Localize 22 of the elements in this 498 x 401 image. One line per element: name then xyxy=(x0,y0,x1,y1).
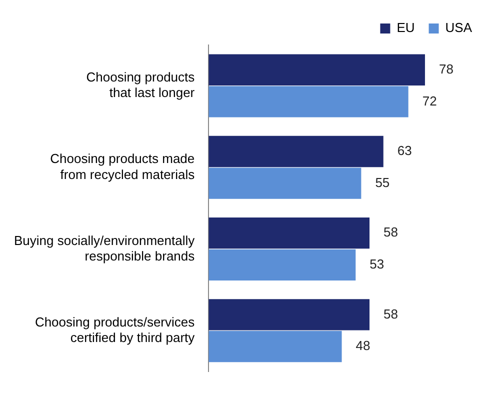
bar xyxy=(208,217,370,249)
y-tick-label: Choosing products/services certified by third party xyxy=(34,314,196,345)
data-label: 58 xyxy=(384,224,398,240)
bar xyxy=(208,299,370,330)
bar xyxy=(208,249,356,281)
data-label: 53 xyxy=(370,256,384,272)
data-label: 78 xyxy=(438,61,454,76)
legend-label: EU xyxy=(396,20,415,36)
bar xyxy=(208,86,408,118)
y-tick-label: Choosing products made from recycled materials xyxy=(50,151,196,182)
data-label: 63 xyxy=(397,143,412,158)
data-label: 58 xyxy=(384,306,398,322)
bar xyxy=(208,54,425,86)
y-tick-label: Choosing products that last longer xyxy=(86,70,196,100)
bar xyxy=(208,136,384,168)
data-label: 48 xyxy=(356,338,370,354)
bar xyxy=(208,168,362,199)
legend-label: USA xyxy=(445,20,472,36)
data-label: 55 xyxy=(375,174,390,190)
y-tick-label: Buying socially/environmentally responsible brands xyxy=(14,232,196,264)
data-label: 72 xyxy=(422,93,437,108)
bar xyxy=(208,330,342,362)
